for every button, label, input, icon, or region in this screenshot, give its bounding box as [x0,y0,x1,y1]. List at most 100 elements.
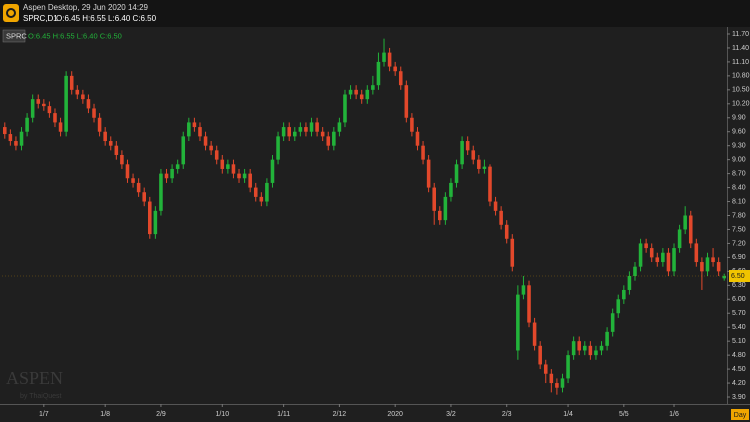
candle-body [114,145,119,155]
x-tick-label: 1/6 [669,411,679,418]
candle-body [276,136,280,160]
candle-body [108,141,113,146]
candle-body [633,266,637,277]
candle-body [3,127,7,135]
candle-body [655,257,660,263]
x-tick-label: 3/2 [446,411,456,418]
candle-body [231,164,236,174]
candle-body [332,131,336,146]
candle-body [644,243,648,249]
y-tick-label: 4.80 [732,352,746,359]
candle-body [181,136,186,165]
candle-body [187,122,191,137]
candle-body [8,134,13,142]
y-tick-label: 5.40 [732,324,746,331]
candle-body [382,52,386,62]
candle-body [86,99,91,109]
x-tick-label: 1/11 [277,411,290,418]
candle-body [398,71,403,86]
candle-body [588,345,593,356]
y-tick-label: 9.30 [732,143,746,150]
y-tick-label: 10.50 [732,87,750,94]
candle-body [192,122,197,128]
y-tick-label: 8.10 [732,198,746,205]
y-tick-label: 4.50 [732,366,746,373]
candle-body [460,141,464,165]
candle-body [142,192,146,202]
candle-body [159,173,163,211]
candle-body [371,85,375,90]
candle-body [415,131,420,146]
x-tick-label: 2020 [387,411,403,418]
candle-body [75,89,80,95]
candle-body [69,75,74,90]
candle-body [320,131,325,137]
candle-body [555,383,559,388]
y-tick-label: 6.30 [732,282,746,289]
candle-body [226,164,230,169]
candle-body [92,108,96,118]
candle-body [700,262,704,272]
candle-body [365,89,370,100]
candle-body [281,127,286,137]
candle-body [343,94,347,123]
candle-body [131,178,135,183]
x-tick-label: 1/8 [100,411,110,418]
candle-body [242,173,247,179]
candle-body [694,243,699,263]
x-tick-label: 2/12 [333,411,347,418]
candle-body [627,276,632,290]
candle-body [622,289,626,300]
candle-body [421,145,425,160]
candle-body [410,117,414,132]
candle-body [309,122,314,132]
candle-body [175,164,180,169]
candle-body [493,201,498,211]
y-tick-label: 9.00 [732,156,746,163]
app-icon-glyph [6,8,16,18]
candle-body [348,89,353,95]
candle-body [354,89,358,95]
candle-body [14,141,18,146]
candle-body [387,52,392,67]
app-icon [3,4,19,22]
candle-body [265,182,269,202]
candle-body [571,341,576,356]
candle-body [220,159,225,169]
ohlc-header: O:6.45 H:6.55 L:6.40 C:6.50 [56,14,157,23]
candle-body [426,159,431,188]
y-tick-label: 11.70 [732,31,749,38]
x-tick-label: 1/4 [563,411,573,418]
candle-body [527,285,531,323]
candle-body [605,331,609,346]
candle-body [198,127,202,137]
candle-body [25,117,29,132]
candle-body [42,103,46,107]
candle-body [304,127,308,132]
candle-body [649,248,654,258]
candle-body [705,257,710,272]
candle-body [47,106,52,114]
candle-body [293,131,297,137]
candle-body [661,252,665,263]
title-bar [0,0,750,27]
y-tick-label: 7.50 [732,226,746,233]
y-tick-label: 3.90 [732,394,746,401]
y-tick-label: 4.20 [732,380,746,387]
y-tick-label: 8.70 [732,170,746,177]
candle-body [543,364,548,374]
candle-body [120,154,124,165]
candle-body [298,127,303,132]
candle-body [19,131,24,146]
candle-body [443,196,448,221]
x-unit-box [731,409,749,420]
candle-body [504,224,509,239]
candle-body [164,173,169,179]
candle-body [688,215,693,244]
x-tick-label: 2/9 [156,411,166,418]
legend-series: SPRC [6,31,27,40]
candle-body [58,122,63,132]
candle-body [81,94,85,100]
candle-body [214,150,219,160]
